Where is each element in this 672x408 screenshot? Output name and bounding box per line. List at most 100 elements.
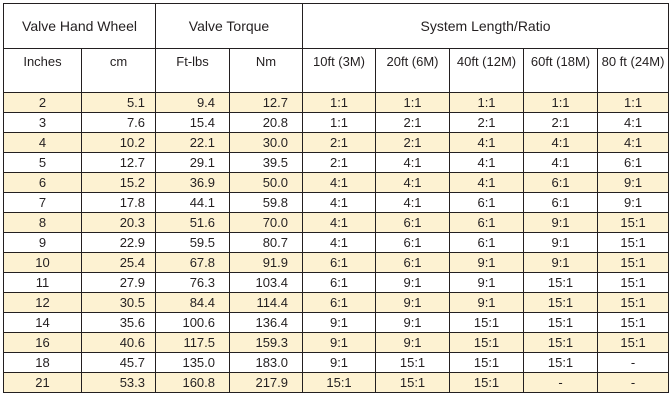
cell-ratio-60ft: 9:1 <box>523 212 599 233</box>
table-row: 12 30.5 84.4 114.4 6:1 9:1 9:1 15:1 15:1 <box>3 292 670 313</box>
cell-cm: 15.2 <box>80 172 157 193</box>
cell-ratio-40ft: 9:1 <box>449 252 525 273</box>
cell-nm: 80.7 <box>229 232 304 253</box>
cell-ftlbs: 76.3 <box>155 272 231 293</box>
cell-ftlbs: 22.1 <box>155 132 231 153</box>
group-header-row: Valve Hand Wheel Valve Torque System Len… <box>2 3 670 49</box>
cell-ratio-10ft: 9:1 <box>302 312 377 333</box>
cell-ratio-40ft: 15:1 <box>449 332 525 353</box>
cell-ftlbs: 29.1 <box>155 152 231 173</box>
cell-cm: 40.6 <box>80 332 157 353</box>
cell-nm: 91.9 <box>229 252 304 273</box>
cell-cm: 30.5 <box>80 292 157 313</box>
cell-cm: 27.9 <box>80 272 157 293</box>
cell-inches: 16 <box>3 332 82 353</box>
cell-ratio-20ft: 9:1 <box>375 332 451 353</box>
cell-cm: 45.7 <box>80 352 157 373</box>
group-system-length: System Length/Ratio <box>302 3 670 49</box>
cell-cm: 10.2 <box>80 132 157 153</box>
cell-ratio-80ft: 4:1 <box>597 112 670 133</box>
cell-nm: 103.4 <box>229 272 304 293</box>
group-hand-wheel: Valve Hand Wheel <box>2 3 157 49</box>
cell-ratio-20ft: 6:1 <box>375 252 451 273</box>
cell-ratio-20ft: 1:1 <box>375 92 451 113</box>
cell-nm: 114.4 <box>229 292 304 313</box>
cell-ftlbs: 51.6 <box>155 212 231 233</box>
cell-ratio-10ft: 1:1 <box>302 92 377 113</box>
cell-inches: 21 <box>3 372 82 393</box>
cell-ratio-20ft: 9:1 <box>375 312 451 333</box>
cell-ratio-40ft: 15:1 <box>449 312 525 333</box>
cell-ftlbs: 67.8 <box>155 252 231 273</box>
cell-inches: 2 <box>3 92 82 113</box>
cell-ratio-40ft: 4:1 <box>449 152 525 173</box>
cell-ratio-80ft: 9:1 <box>597 172 670 193</box>
cell-ratio-40ft: 6:1 <box>449 192 525 213</box>
cell-ratio-40ft: 9:1 <box>449 272 525 293</box>
cell-inches: 9 <box>3 232 82 253</box>
cell-cm: 20.3 <box>80 212 157 233</box>
col-10ft: 10ft (3M) <box>302 48 377 93</box>
col-nm: Nm <box>229 48 304 93</box>
cell-ratio-10ft: 4:1 <box>302 212 377 233</box>
cell-ratio-80ft: - <box>597 352 670 373</box>
cell-nm: 159.3 <box>229 332 304 353</box>
cell-ratio-10ft: 2:1 <box>302 132 377 153</box>
col-ftlbs: Ft-lbs <box>155 48 231 93</box>
table-row: 16 40.6 117.5 159.3 9:1 9:1 15:1 15:1 15:1 <box>3 332 670 353</box>
cell-ratio-60ft: 6:1 <box>523 172 599 193</box>
table-row: 21 53.3 160.8 217.9 15:1 15:1 15:1- - <box>3 372 670 393</box>
cell-ratio-60ft: 15:1 <box>523 332 599 353</box>
cell-ratio-40ft: 6:1 <box>449 212 525 233</box>
cell-ratio-40ft: 4:1 <box>449 172 525 193</box>
cell-ratio-10ft: 4:1 <box>302 192 377 213</box>
cell-ratio-20ft: 2:1 <box>375 112 451 133</box>
cell-ftlbs: 117.5 <box>155 332 231 353</box>
cell-ftlbs: 59.5 <box>155 232 231 253</box>
cell-ratio-10ft: 1:1 <box>302 112 377 133</box>
cell-ratio-80ft: 15:1 <box>597 312 670 333</box>
cell-ratio-10ft: 15:1 <box>302 372 377 393</box>
cell-ratio-40ft: 4:1 <box>449 132 525 153</box>
cell-ftlbs: 84.4 <box>155 292 231 313</box>
cell-ratio-20ft: 4:1 <box>375 152 451 173</box>
cell-ratio-40ft: 2:1 <box>449 112 525 133</box>
cell-ftlbs: 100.6 <box>155 312 231 333</box>
cell-ftlbs: 9.4 <box>155 92 231 113</box>
col-20ft: 20ft (6M) <box>375 48 451 93</box>
cell-ratio-60ft: 15:1 <box>523 312 599 333</box>
cell-inches: 4 <box>3 132 82 153</box>
table-row: 9 22.9 59.5 80.7 4:1 6:1 6:1 9:1 15:1 <box>3 232 670 253</box>
table-row: 18 45.7 135.0 183.0 9:1 15:1 15:1 15:1- <box>3 352 670 373</box>
cell-inches: 7 <box>3 192 82 213</box>
col-cm: cm <box>80 48 157 93</box>
cell-ratio-10ft: 6:1 <box>302 292 377 313</box>
col-inches: Inches <box>3 48 82 93</box>
cell-ratio-10ft: 6:1 <box>302 272 377 293</box>
table-body: 2 5.1 9.4 12.7 1:1 1:1 1:1 1:1 1:1 3 7.6 15.4 20.8 1:… <box>3 92 670 393</box>
table-row: 4 10.2 22.1 30.0 2:1 2:1 4:1 4:1 4:1 <box>3 132 670 153</box>
cell-cm: 35.6 <box>80 312 157 333</box>
cell-ratio-10ft: 6:1 <box>302 252 377 273</box>
cell-ftlbs: 36.9 <box>155 172 231 193</box>
cell-inches: 14 <box>3 312 82 333</box>
table-row: 5 12.7 29.1 39.5 2:1 4:1 4:1 4:1 6:1 <box>3 152 670 173</box>
cell-ftlbs: 135.0 <box>155 352 231 373</box>
cell-nm: 70.0 <box>229 212 304 233</box>
cell-ratio-80ft: 9:1 <box>597 192 670 213</box>
column-header-row: Inches cm Ft-lbs Nm 10ft (3M) 20ft (6M) … <box>3 48 670 93</box>
cell-ratio-60ft: 4:1 <box>523 132 599 153</box>
cell-ratio-80ft: 15:1 <box>597 232 670 253</box>
cell-inches: 12 <box>3 292 82 313</box>
cell-nm: 50.0 <box>229 172 304 193</box>
cell-ratio-60ft: 6:1 <box>523 192 599 213</box>
cell-ratio-60ft: 2:1 <box>523 112 599 133</box>
cell-ratio-60ft: 15:1 <box>523 272 599 293</box>
cell-ratio-60ft: 4:1 <box>523 152 599 173</box>
cell-inches: 5 <box>3 152 82 173</box>
cell-ratio-60ft: - <box>523 372 599 393</box>
table-row: 10 25.4 67.8 91.9 6:1 6:1 9:1 9:1 15:1 <box>3 252 670 273</box>
cell-ratio-10ft: 2:1 <box>302 152 377 173</box>
col-60ft: 60ft (18M) <box>523 48 599 93</box>
cell-ratio-10ft: 4:1 <box>302 172 377 193</box>
